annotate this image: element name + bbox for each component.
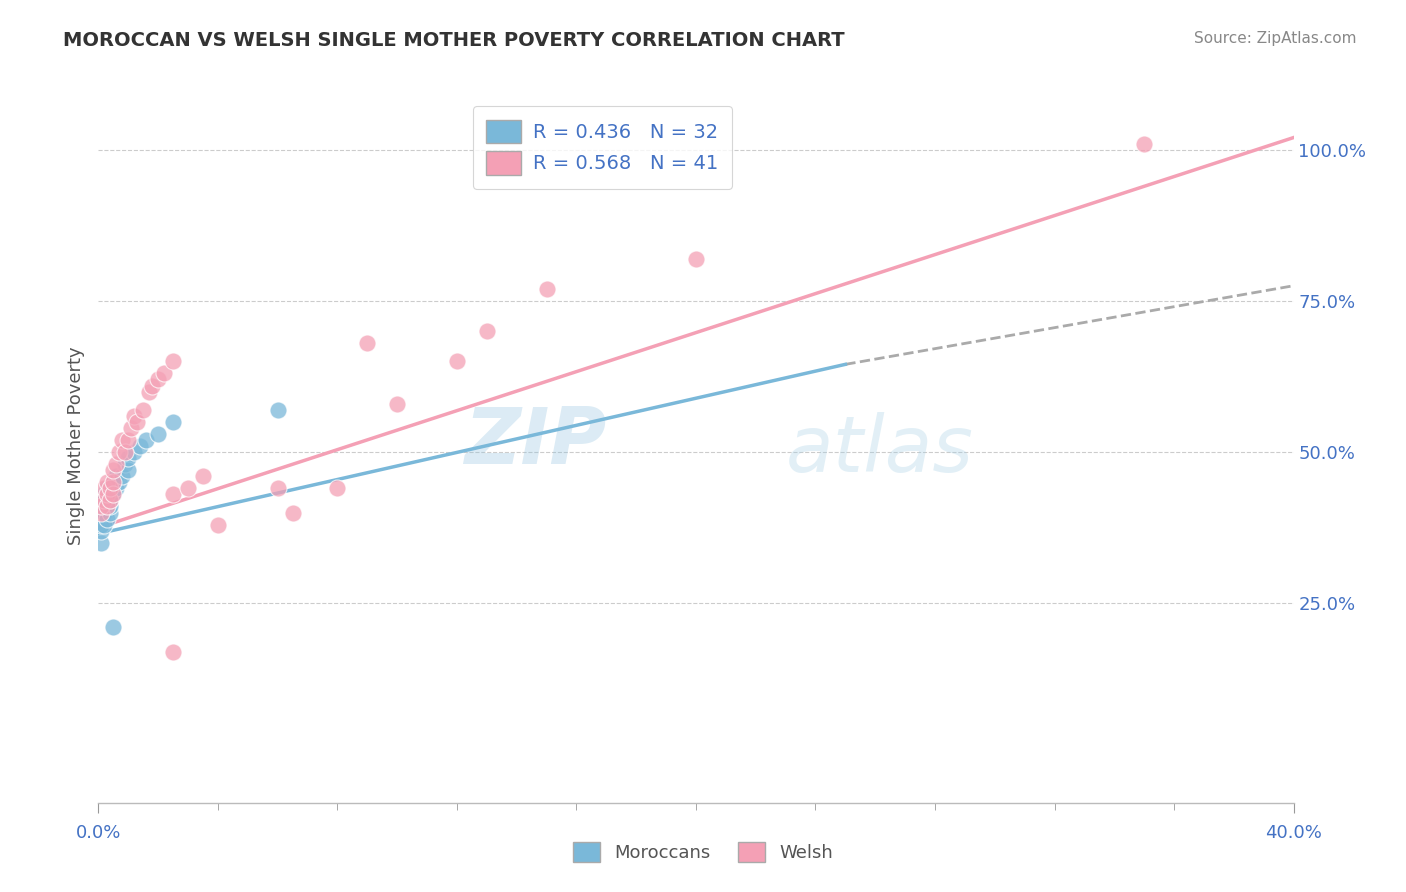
Point: [96, 481, 118, 495]
Point: [90, 506, 112, 520]
Point: [111, 469, 134, 483]
Point: [103, 475, 125, 490]
Point: [93, 493, 115, 508]
Point: [446, 354, 468, 368]
Point: [475, 324, 498, 338]
Point: [1133, 136, 1156, 151]
Point: [162, 487, 184, 501]
Point: [111, 433, 134, 447]
Point: [96, 475, 118, 490]
Text: Source: ZipAtlas.com: Source: ZipAtlas.com: [1194, 31, 1357, 46]
Point: [135, 433, 157, 447]
Point: [105, 457, 128, 471]
Point: [148, 426, 170, 441]
Point: [90, 535, 112, 549]
Point: [96, 500, 118, 514]
Point: [114, 457, 136, 471]
Point: [93, 517, 115, 532]
Point: [177, 481, 200, 495]
Point: [162, 645, 184, 659]
Point: [127, 415, 149, 429]
Point: [162, 354, 184, 368]
Point: [117, 433, 139, 447]
Point: [96, 487, 118, 501]
Point: [98, 481, 122, 495]
Text: atlas: atlas: [786, 411, 973, 488]
Point: [129, 439, 152, 453]
Point: [356, 336, 378, 351]
Point: [93, 481, 115, 495]
Text: ZIP: ZIP: [464, 404, 606, 481]
Point: [90, 517, 112, 532]
Y-axis label: Single Mother Poverty: Single Mother Poverty: [66, 347, 84, 545]
Point: [148, 372, 170, 386]
Point: [103, 487, 125, 501]
Point: [103, 475, 125, 490]
Point: [98, 500, 122, 514]
Point: [385, 397, 409, 411]
Point: [98, 506, 122, 520]
Point: [96, 487, 118, 501]
Point: [90, 506, 112, 520]
Point: [96, 511, 118, 525]
Point: [207, 517, 229, 532]
Point: [93, 487, 115, 501]
Point: [191, 469, 214, 483]
Point: [281, 506, 304, 520]
Point: [105, 469, 128, 483]
Legend: R = 0.436   N = 32, R = 0.568   N = 41: R = 0.436 N = 32, R = 0.568 N = 41: [472, 106, 731, 188]
Point: [132, 402, 155, 417]
Point: [267, 402, 290, 417]
Point: [93, 493, 115, 508]
Point: [162, 415, 184, 429]
Point: [536, 282, 558, 296]
Point: [124, 409, 146, 423]
Legend: Moroccans, Welsh: Moroccans, Welsh: [565, 835, 841, 870]
Point: [98, 493, 122, 508]
Point: [326, 481, 349, 495]
Point: [117, 451, 139, 466]
Point: [108, 445, 131, 459]
Point: [98, 493, 122, 508]
Point: [267, 481, 290, 495]
Point: [96, 500, 118, 514]
Point: [685, 252, 707, 266]
Point: [103, 620, 125, 634]
Point: [90, 500, 112, 514]
Point: [103, 487, 125, 501]
Point: [117, 463, 139, 477]
Point: [103, 463, 125, 477]
Point: [93, 506, 115, 520]
Point: [120, 421, 142, 435]
Point: [153, 367, 176, 381]
Point: [141, 378, 163, 392]
Point: [138, 384, 160, 399]
Point: [108, 475, 131, 490]
Text: MOROCCAN VS WELSH SINGLE MOTHER POVERTY CORRELATION CHART: MOROCCAN VS WELSH SINGLE MOTHER POVERTY …: [63, 31, 845, 50]
Point: [114, 445, 136, 459]
Point: [90, 524, 112, 538]
Point: [124, 445, 146, 459]
Point: [105, 481, 128, 495]
Point: [98, 481, 122, 495]
